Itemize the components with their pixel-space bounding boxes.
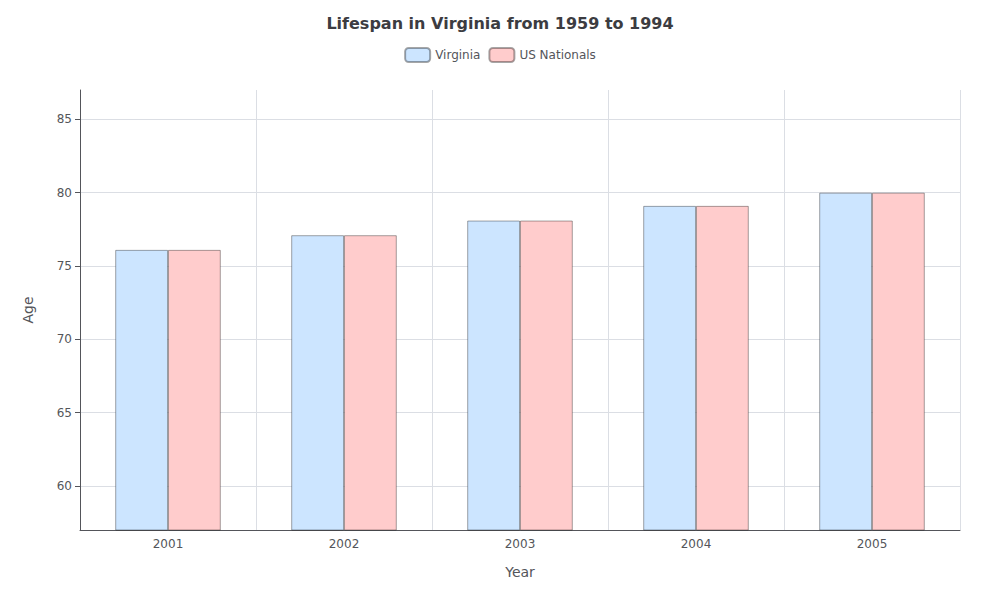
- svg-text:60: 60: [57, 479, 72, 493]
- svg-text:75: 75: [57, 259, 72, 273]
- svg-text:65: 65: [57, 406, 72, 420]
- svg-text:85: 85: [57, 112, 72, 126]
- svg-text:2003: 2003: [505, 537, 536, 551]
- svg-text:80: 80: [57, 186, 72, 200]
- svg-text:2001: 2001: [153, 537, 184, 551]
- svg-text:2005: 2005: [857, 537, 888, 551]
- svg-text:Virginia: Virginia: [435, 48, 480, 62]
- svg-text:Age: Age: [20, 296, 36, 323]
- svg-text:70: 70: [57, 332, 72, 346]
- svg-text:US Nationals: US Nationals: [519, 48, 595, 62]
- svg-text:2004: 2004: [681, 537, 712, 551]
- svg-text:2002: 2002: [329, 537, 360, 551]
- svg-text:Lifespan in Virginia from 1959: Lifespan in Virginia from 1959 to 1994: [326, 14, 673, 33]
- svg-text:Year: Year: [504, 564, 535, 580]
